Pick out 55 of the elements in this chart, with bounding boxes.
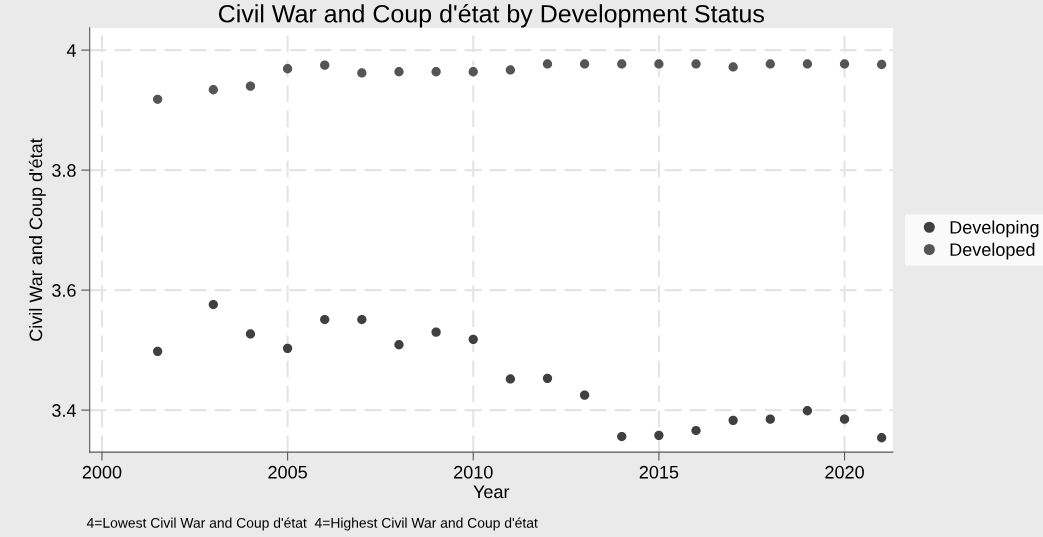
y-axis-title: Civil War and Coup d'état [28,138,46,341]
point [728,415,738,426]
point [765,414,775,424]
point [320,60,330,70]
point [765,59,775,69]
point [839,59,850,69]
x-tick-label: 2000 [82,465,122,479]
point [802,59,813,69]
chart-title: Civil War and Coup d'état by Development Status [218,3,764,28]
point [152,94,163,104]
point [802,406,813,416]
point [505,65,516,75]
x-tick-label: 2010 [454,465,493,479]
y-tick-label: 3.4 [52,404,76,417]
point [357,68,367,78]
point [282,64,293,74]
x-tick-label: 2015 [639,465,679,479]
point [839,414,850,424]
point [468,334,478,344]
point [617,431,627,442]
point [728,62,738,72]
text: 4=Lowest Civil War and Coup d'état 4=Highest Civil War and Coup d'état [86,517,538,531]
point [208,85,218,95]
x-axis-title: Year [473,485,510,499]
x-tick-label: 2020 [825,465,864,479]
point [245,81,256,91]
point [320,314,330,325]
point [542,373,553,384]
point [468,67,478,77]
point [654,59,664,69]
y-tick-label: 3.6 [52,284,76,297]
point [877,59,887,70]
point [654,430,664,441]
point [877,433,887,443]
point [617,59,627,69]
legend-label: Developing [950,220,1039,238]
y-tick-label: 4 [66,44,76,57]
point [431,327,441,337]
point [431,67,441,77]
x-tick-label: 2005 [268,465,307,479]
y-tick-label: 3.8 [52,164,76,177]
legend-label: Developed [950,242,1035,260]
point [282,343,293,354]
point [152,346,163,357]
point [505,374,516,384]
point [579,59,590,69]
point [579,390,590,400]
point [245,329,256,339]
point [357,314,367,325]
point [394,67,404,77]
point [208,299,218,310]
point [394,340,404,350]
point [691,59,701,69]
point [691,425,701,436]
point [542,59,553,69]
